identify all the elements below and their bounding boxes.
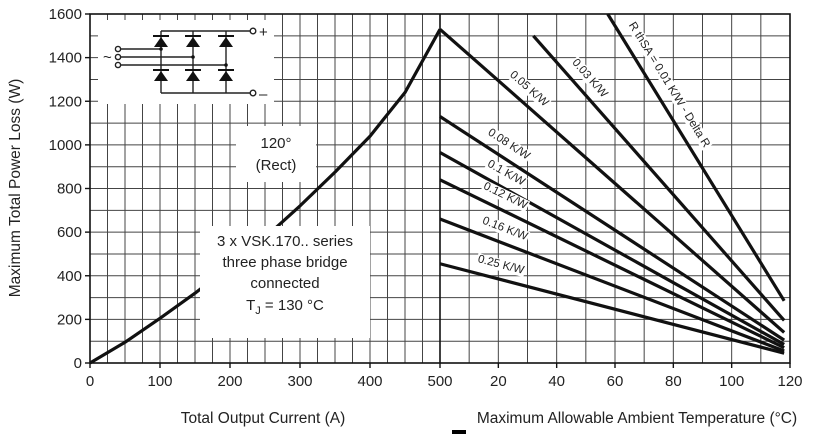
y-tick-label: 200 [57,311,82,328]
x-tick-label-right: 120 [777,373,802,390]
y-tick-label: 1200 [49,93,82,110]
rth-line [438,28,786,334]
y-tick-label: 1400 [49,50,82,67]
rth-label-bg [484,157,528,189]
rth-line [439,262,785,355]
x-tick-label-right: 60 [607,373,624,390]
x-tick-label-right: 40 [548,373,565,390]
label-underline-mark [452,430,466,434]
x-tick-label-right: 80 [665,373,682,390]
device-label-line3: connected [250,275,319,292]
y-axis-label: Maximum Total Power Loss (W) [7,79,24,297]
rth-label-bg [568,55,611,102]
x-tick-label-left: 100 [147,373,172,390]
rth-label-bg [484,126,533,163]
device-label-line2: three phase bridge [222,254,347,271]
rth-line [439,217,785,353]
rth-line [439,178,785,350]
x-tick-label-right: 20 [490,373,507,390]
rth-label-bg [480,179,531,213]
terminal-plus: + [259,24,268,41]
rth-label-bg [475,253,527,278]
rth-label: 0.03 K/W [569,57,609,101]
rth-label-bg [625,19,713,151]
ac-input-symbol: ~ [103,49,112,66]
condition-label-waveform: (Rect) [256,157,297,174]
tick-labels: 0 200 400 600 800 1000 1200 1400 1600 0 100 200 300 4… [49,6,803,390]
rth-label: 0.05 K/W [507,69,551,109]
rth-label-bg [479,214,531,244]
device-label-line1: 3 x VSK.170.. series [217,233,353,250]
rth-label: R thSA = 0.01 K/W - Delta R [626,20,712,150]
rth-line [606,13,786,302]
x-tick-label-right: 100 [719,373,744,390]
x-tick-label-left: 200 [217,373,242,390]
rth-label-bg [506,68,552,110]
x-tick-label-left: 300 [287,373,312,390]
rth-line [439,151,785,346]
x-tick-label-left: 400 [357,373,382,390]
rth-line [439,115,786,342]
x-tick-label-left: 0 [86,373,94,390]
bridge-schematic-icon: ~ + – [98,20,274,104]
y-tick-label: 1000 [49,137,82,154]
rth-label: 0.25 K/W [476,253,525,277]
y-tick-label: 400 [57,268,82,285]
x-axis-label-left: Total Output Current (A) [181,410,346,427]
y-tick-label: 1600 [49,6,82,23]
rth-line [532,34,786,322]
x-tick-label-left: 500 [427,373,452,390]
y-tick-label: 0 [74,355,82,372]
y-tick-label: 600 [57,224,82,241]
y-tick-label: 800 [57,181,82,198]
terminal-minus: – [259,86,268,103]
x-axis-label-right: Maximum Allowable Ambient Temperature (°… [477,410,797,427]
condition-label-angle: 120° [260,135,291,152]
junction-temperature-label: TJ = 130 °C [246,297,324,317]
